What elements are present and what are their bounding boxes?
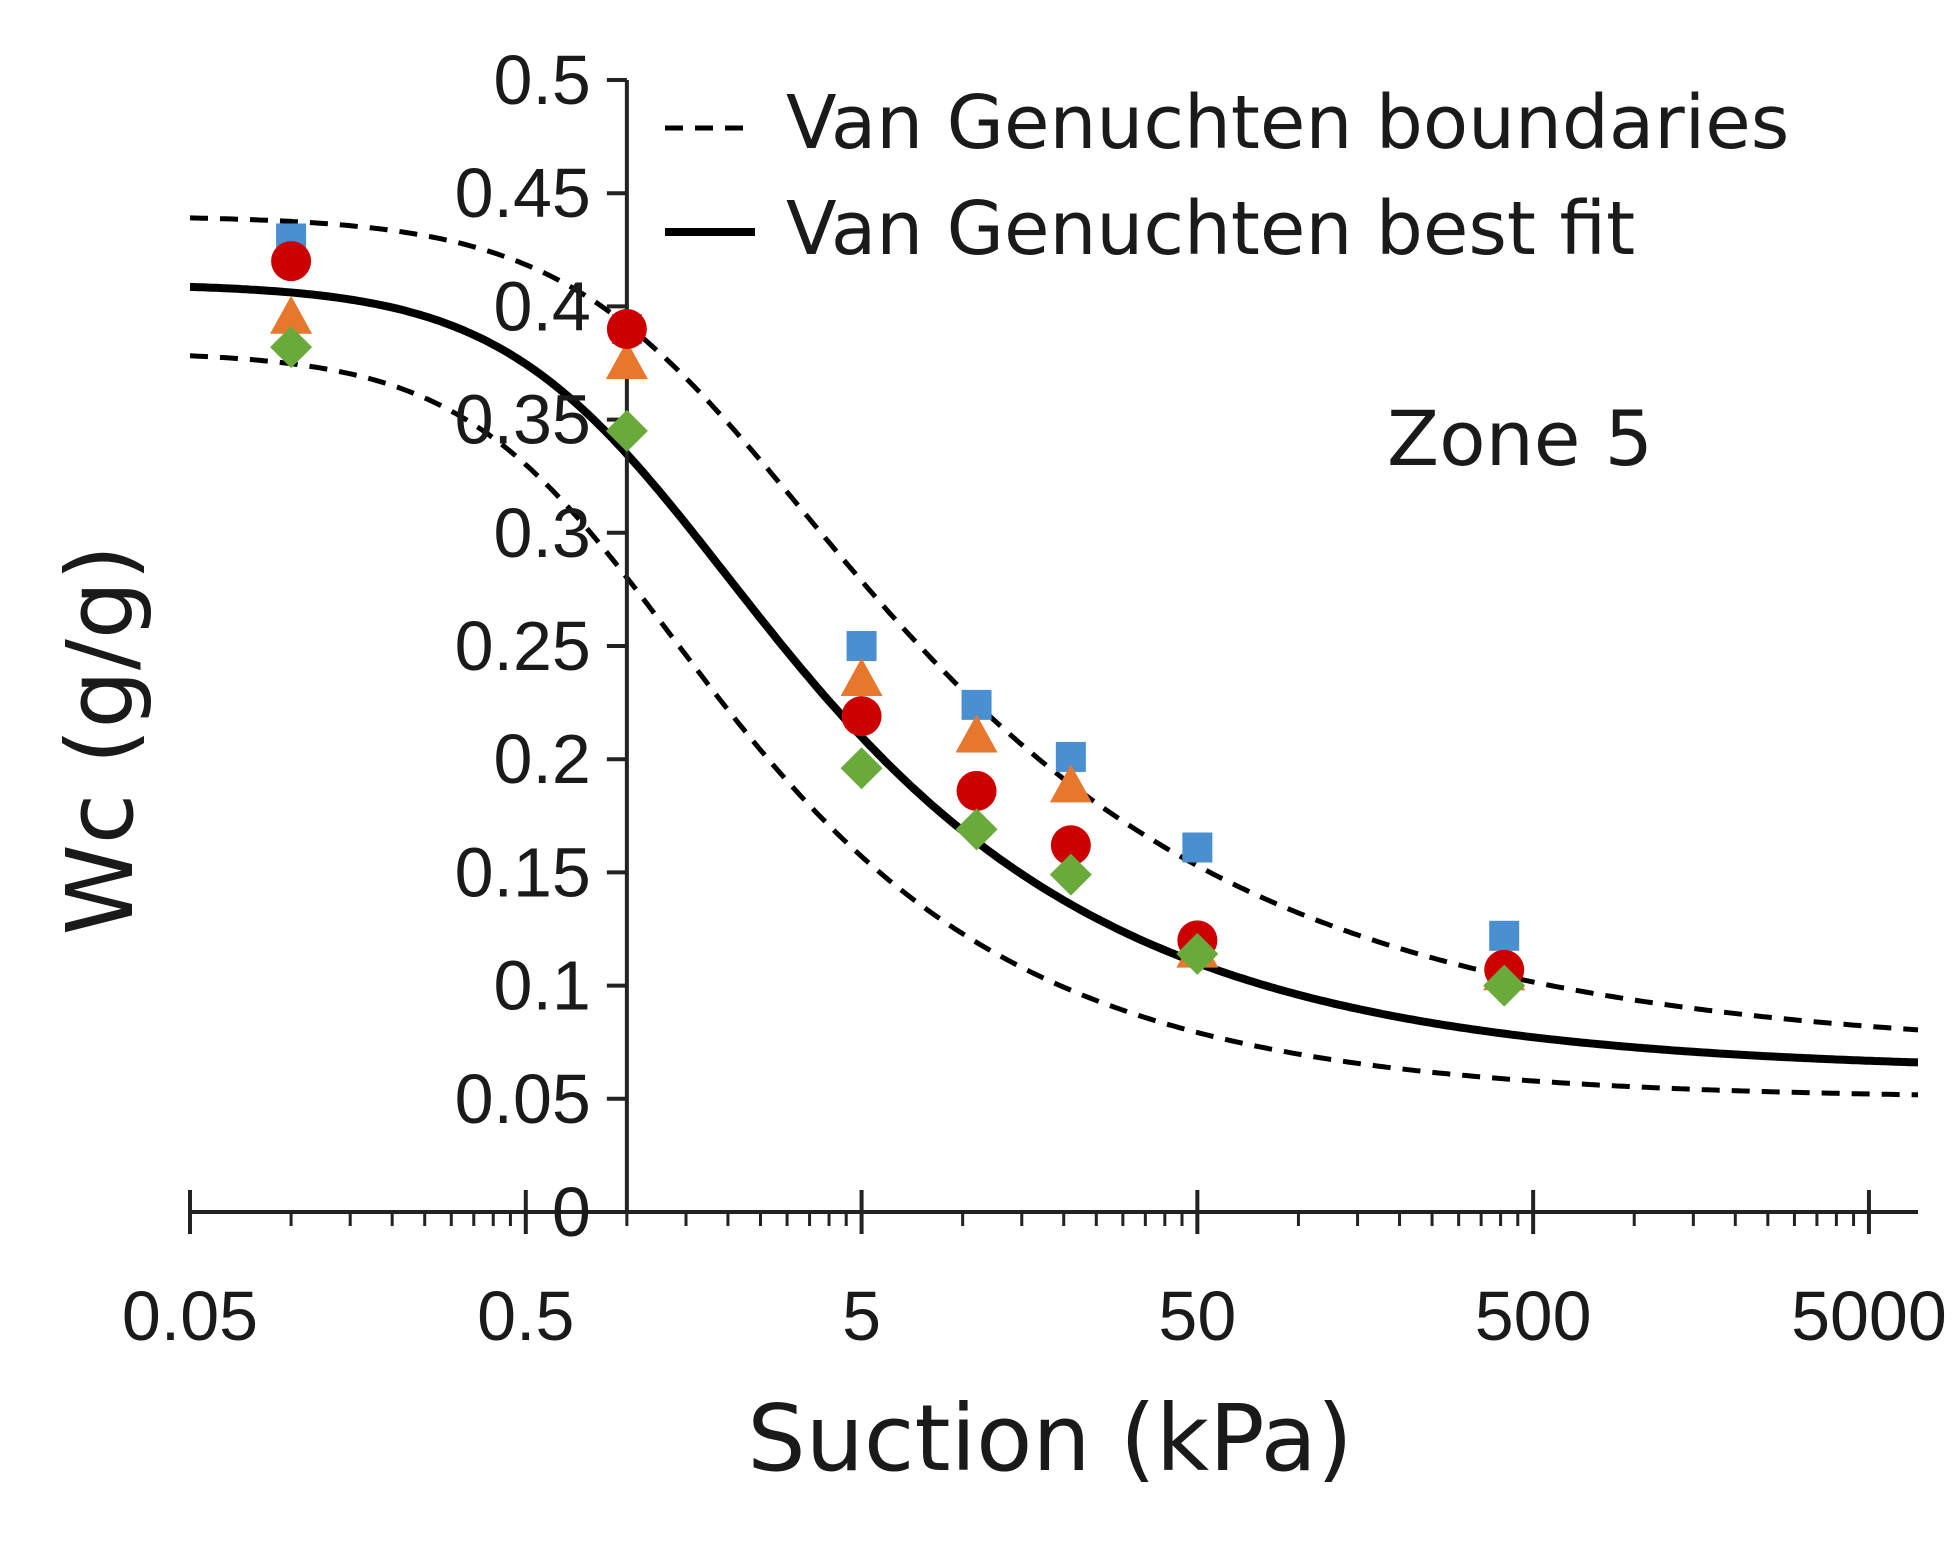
y-tick-label: 0.3 (494, 494, 591, 572)
diamond-marker (955, 808, 998, 851)
x-axis-ticks (188, 1190, 1871, 1234)
y-tick-label: 0.4 (494, 267, 591, 345)
y-tick-label: 0.1 (494, 947, 591, 1025)
y-tick-label: 0.5 (494, 41, 591, 119)
y-tick-label: 0.05 (455, 1060, 591, 1138)
y-axis-tick-labels: 0 0.05 0.1 0.15 0.2 0.25 0.3 0.35 0.4 0.45 0.5 (455, 41, 591, 1251)
legend: Van Genuchten boundaries Van Genuchten b… (665, 80, 1789, 272)
x-tick-label: 50 (1158, 1277, 1236, 1355)
diamond-marker (840, 747, 883, 790)
x-tick-label: 5 (842, 1277, 881, 1355)
circle-marker (1050, 825, 1091, 866)
x-tick-label: 500 (1475, 1277, 1592, 1355)
boundary-curve (189, 353, 1918, 1098)
diamond-marker (270, 326, 313, 369)
triangle-marker (955, 714, 998, 753)
square-marker (846, 631, 877, 661)
triangle-marker (1049, 764, 1092, 803)
axes-layer: 0.05 0.5 5 50 500 5000 0 0.05 0.1 0.15 0.2 0.25 0.3… (122, 41, 1947, 1355)
circle-marker (841, 696, 882, 737)
x-tick-label: 0.5 (477, 1277, 574, 1355)
diamond-marker (605, 409, 648, 452)
y-tick-label: 0.35 (455, 381, 591, 459)
x-axis-title: Suction (kPa) (747, 1385, 1353, 1492)
y-axis-title: Wc (g/g) (47, 545, 154, 935)
y-tick-label: 0.15 (455, 833, 591, 911)
legend-label-best-fit: Van Genuchten best fit (786, 186, 1635, 272)
legend-label-boundaries: Van Genuchten boundaries (786, 80, 1789, 166)
boundary-curve (189, 215, 1919, 1033)
triangle-marker (605, 341, 648, 379)
circle-marker (271, 241, 312, 282)
circle-marker (606, 309, 647, 350)
x-axis-tick-labels: 0.05 0.5 5 50 500 5000 (122, 1277, 1947, 1355)
circle-marker (956, 770, 997, 811)
y-tick-label: 0.2 (494, 720, 591, 798)
markers-layer (270, 223, 1526, 1007)
x-tick-label: 0.05 (122, 1277, 258, 1355)
y-tick-label: 0 (552, 1173, 591, 1251)
triangle-marker (270, 295, 313, 334)
curves-layer (189, 215, 1919, 1098)
zone-annotation: Zone 5 (1387, 394, 1653, 483)
square-marker (1489, 920, 1520, 951)
y-tick-label: 0.25 (455, 607, 591, 685)
y-axis-ticks (606, 78, 627, 1214)
diamond-marker (1176, 932, 1219, 975)
triangle-marker (840, 657, 883, 696)
y-tick-label: 0.45 (455, 154, 591, 232)
x-tick-label: 5000 (1791, 1277, 1947, 1355)
square-marker (1182, 832, 1213, 863)
diamond-marker (1049, 853, 1092, 896)
diamond-marker (1483, 964, 1526, 1007)
best-fit-curve (189, 282, 1919, 1067)
